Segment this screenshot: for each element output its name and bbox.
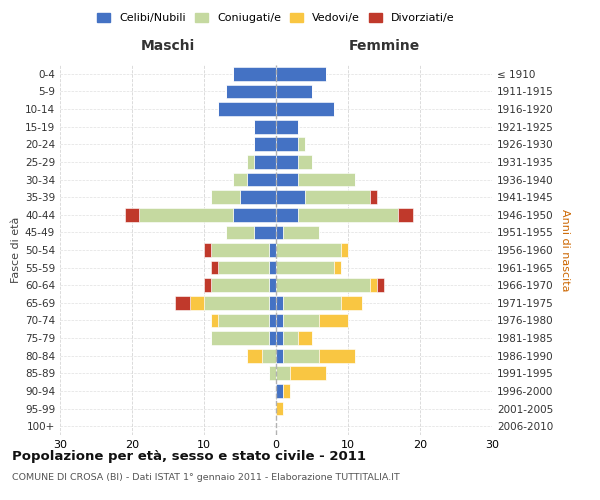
Legend: Celibi/Nubili, Coniugati/e, Vedovi/e, Divorziati/e: Celibi/Nubili, Coniugati/e, Vedovi/e, Di… — [95, 10, 457, 26]
Bar — [247, 155, 254, 169]
Bar — [247, 172, 276, 186]
Bar — [276, 67, 326, 80]
Bar — [276, 102, 334, 116]
Bar — [319, 314, 348, 328]
Bar — [269, 260, 276, 274]
Bar — [276, 190, 305, 204]
Bar — [276, 138, 298, 151]
Bar — [204, 278, 211, 292]
Bar — [283, 314, 319, 328]
Bar — [269, 243, 276, 257]
Bar — [298, 208, 398, 222]
Bar — [298, 331, 312, 345]
Bar — [269, 366, 276, 380]
Bar — [283, 296, 341, 310]
Bar — [298, 172, 355, 186]
Bar — [283, 331, 298, 345]
Bar — [211, 190, 240, 204]
Bar — [377, 278, 384, 292]
Text: COMUNE DI CROSA (BI) - Dati ISTAT 1° gennaio 2011 - Elaborazione TUTTITALIA.IT: COMUNE DI CROSA (BI) - Dati ISTAT 1° gen… — [12, 472, 400, 482]
Bar — [254, 138, 276, 151]
Y-axis label: Fasce di età: Fasce di età — [11, 217, 21, 283]
Bar — [370, 278, 377, 292]
Bar — [269, 278, 276, 292]
Bar — [211, 278, 269, 292]
Bar — [254, 155, 276, 169]
Bar — [334, 260, 341, 274]
Bar — [226, 226, 254, 239]
Bar — [240, 190, 276, 204]
Bar — [298, 138, 305, 151]
Bar — [269, 296, 276, 310]
Text: Popolazione per età, sesso e stato civile - 2011: Popolazione per età, sesso e stato civil… — [12, 450, 366, 463]
Bar — [276, 155, 298, 169]
Bar — [269, 331, 276, 345]
Bar — [276, 120, 298, 134]
Bar — [276, 172, 298, 186]
Bar — [276, 84, 312, 98]
Bar — [254, 226, 276, 239]
Bar — [305, 190, 370, 204]
Bar — [204, 243, 211, 257]
Text: Femmine: Femmine — [349, 38, 419, 52]
Bar — [276, 349, 283, 362]
Bar — [276, 366, 290, 380]
Bar — [211, 260, 218, 274]
Bar — [204, 296, 269, 310]
Bar — [139, 208, 233, 222]
Bar — [262, 349, 276, 362]
Bar — [218, 260, 269, 274]
Text: Maschi: Maschi — [141, 38, 195, 52]
Bar — [226, 84, 276, 98]
Bar — [247, 349, 262, 362]
Bar — [233, 67, 276, 80]
Bar — [211, 243, 269, 257]
Bar — [254, 120, 276, 134]
Bar — [341, 243, 348, 257]
Bar — [398, 208, 413, 222]
Bar — [283, 384, 290, 398]
Bar — [298, 155, 312, 169]
Bar — [319, 349, 355, 362]
Bar — [276, 402, 283, 415]
Bar — [283, 349, 319, 362]
Bar — [370, 190, 377, 204]
Bar — [218, 314, 269, 328]
Bar — [283, 226, 319, 239]
Bar — [211, 314, 218, 328]
Bar — [190, 296, 204, 310]
Bar — [276, 278, 370, 292]
Bar — [233, 208, 276, 222]
Bar — [276, 243, 341, 257]
Bar — [276, 296, 283, 310]
Bar — [211, 331, 269, 345]
Bar — [276, 260, 334, 274]
Bar — [290, 366, 326, 380]
Bar — [276, 226, 283, 239]
Bar — [233, 172, 247, 186]
Bar — [269, 314, 276, 328]
Y-axis label: Anni di nascita: Anni di nascita — [560, 209, 570, 291]
Bar — [125, 208, 139, 222]
Bar — [341, 296, 362, 310]
Bar — [276, 314, 283, 328]
Bar — [175, 296, 190, 310]
Bar — [218, 102, 276, 116]
Bar — [276, 331, 283, 345]
Bar — [276, 384, 283, 398]
Bar — [276, 208, 298, 222]
